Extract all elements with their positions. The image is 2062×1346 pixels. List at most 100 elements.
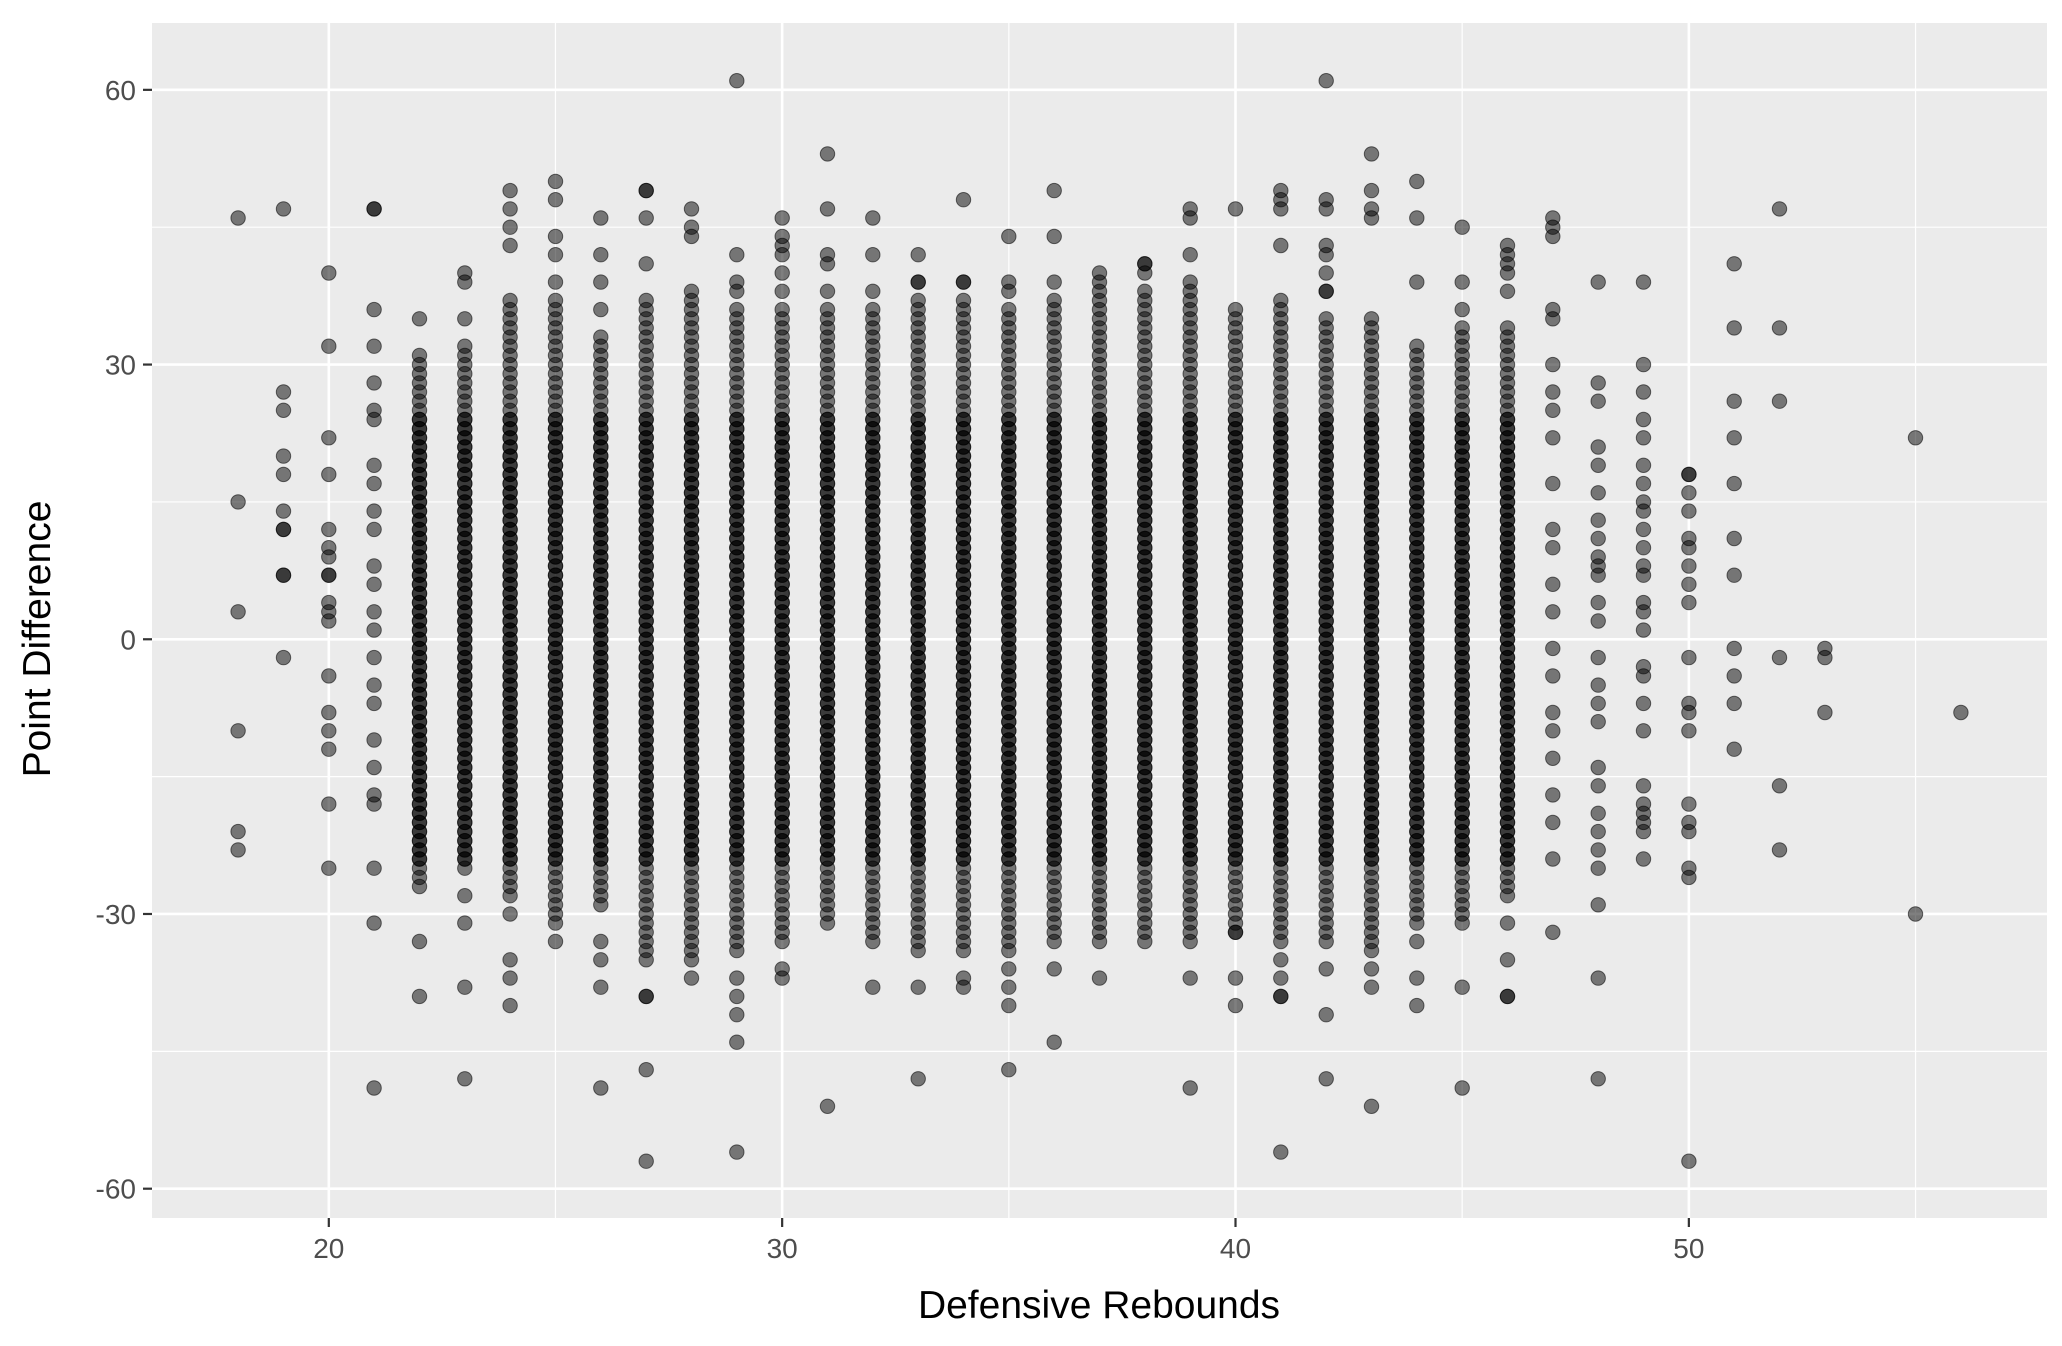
data-point: [1681, 558, 1697, 574]
data-point: [1545, 576, 1561, 592]
data-point: [1499, 915, 1516, 931]
data-point: [366, 576, 382, 592]
data-point: [1318, 1007, 1334, 1023]
data-point: [774, 283, 790, 299]
data-point: [1318, 73, 1334, 89]
data-point: [774, 247, 790, 263]
data-point: [502, 997, 518, 1014]
data-point: [1681, 485, 1697, 501]
data-point: [547, 228, 564, 245]
data-point: [1635, 430, 1652, 446]
data-point: [502, 237, 518, 254]
data-point: [1590, 439, 1606, 455]
data-point: [1318, 1071, 1334, 1087]
data-point: [1590, 842, 1606, 858]
data-point: [593, 274, 609, 290]
data-point: [1771, 649, 1788, 666]
data-point: [366, 558, 382, 574]
y-tick-label: -30: [96, 899, 136, 930]
data-point: [1635, 823, 1652, 840]
data-point: [1681, 823, 1697, 840]
data-point: [1681, 723, 1697, 739]
data-point: [366, 457, 382, 473]
data-point: [1545, 704, 1561, 721]
data-point: [1409, 338, 1425, 354]
data-point: [1590, 567, 1606, 583]
data-point: [1454, 320, 1470, 336]
data-point: [1545, 311, 1561, 327]
data-point: [1001, 961, 1017, 977]
data-point: [1454, 979, 1470, 995]
data-point: [729, 1144, 745, 1160]
data-point: [321, 466, 337, 483]
data-point: [774, 970, 790, 986]
data-point: [1681, 503, 1697, 519]
data-point: [1635, 356, 1652, 373]
data-point: [321, 723, 337, 739]
data-point: [275, 201, 292, 217]
data-point: [321, 338, 337, 354]
data-point: [1001, 1062, 1017, 1078]
data-point: [1635, 521, 1652, 538]
data-point: [1590, 649, 1606, 666]
data-point: [729, 73, 745, 89]
data-point: [1590, 485, 1606, 501]
y-axis-title: Point Difference: [16, 501, 59, 778]
data-point: [1681, 466, 1697, 483]
data-point: [910, 292, 926, 309]
x-tick-label: 20: [313, 1233, 344, 1264]
data-point: [366, 860, 382, 876]
data-point: [1635, 411, 1652, 428]
data-point: [1635, 778, 1652, 794]
data-point: [1545, 723, 1561, 739]
data-point: [457, 274, 473, 290]
data-point: [502, 906, 518, 922]
data-point: [683, 970, 700, 986]
data-point: [819, 301, 836, 318]
data-point: [1545, 668, 1561, 684]
data-point: [275, 448, 292, 464]
data-point: [1590, 274, 1606, 290]
data-point: [1681, 704, 1697, 721]
data-point: [1227, 311, 1244, 327]
data-point: [1454, 301, 1470, 318]
data-point: [1318, 311, 1334, 327]
data-point: [1409, 997, 1425, 1014]
data-point: [1182, 933, 1198, 950]
data-point: [1681, 594, 1697, 611]
data-point: [729, 283, 745, 299]
data-point: [865, 301, 881, 318]
data-point: [1046, 182, 1062, 199]
data-point: [1363, 146, 1380, 162]
data-point: [1545, 750, 1561, 766]
data-point: [1091, 283, 1108, 299]
data-point: [457, 338, 473, 354]
data-point: [1182, 970, 1198, 986]
data-point: [457, 1071, 473, 1087]
data-point: [1635, 475, 1652, 492]
data-point: [1590, 860, 1606, 876]
data-point: [1635, 567, 1652, 583]
data-point: [1545, 356, 1561, 373]
data-point: [547, 274, 564, 290]
data-point: [502, 182, 518, 199]
data-point: [729, 970, 745, 986]
data-point: [502, 219, 518, 235]
data-point: [638, 988, 654, 1005]
data-point: [1227, 997, 1244, 1014]
data-point: [1635, 668, 1652, 684]
data-point: [1545, 814, 1561, 831]
data-point: [321, 741, 337, 757]
data-point: [955, 274, 972, 290]
data-point: [547, 247, 564, 263]
data-point: [321, 668, 337, 684]
x-axis-title: Defensive Rebounds: [918, 1284, 1280, 1327]
data-point: [1001, 228, 1017, 245]
data-point: [275, 521, 292, 538]
data-point: [547, 173, 564, 190]
data-point: [1499, 265, 1516, 281]
data-point: [366, 695, 382, 712]
data-point: [638, 1062, 654, 1078]
data-point: [1318, 201, 1334, 217]
data-point: [366, 649, 382, 666]
